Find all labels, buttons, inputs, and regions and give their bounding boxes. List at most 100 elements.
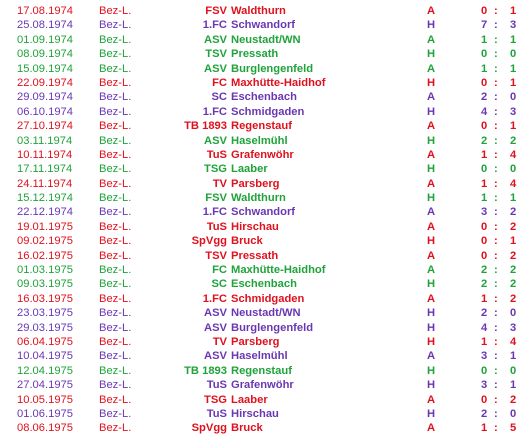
opponent-name: Hirschau — [231, 220, 279, 233]
goals-home: 4 — [481, 321, 488, 334]
club-prefix: 1.FC — [202, 19, 227, 32]
score-separator: : — [494, 33, 498, 46]
opponent-name: Pressath — [231, 249, 279, 262]
goals-home: 0 — [481, 364, 488, 377]
score-separator: : — [494, 192, 498, 205]
match-row: 12.04.1975 Bez-L. TB 1893 Regenstauf H 0:0 — [0, 364, 521, 378]
league-label: Bez-L. — [99, 105, 132, 118]
score-separator: : — [494, 177, 498, 190]
opponent-name: Regenstauf — [231, 364, 292, 377]
goals-home: 1 — [481, 33, 488, 46]
venue-marker: H — [427, 163, 436, 176]
match-date: 06.04.1975 — [17, 335, 73, 348]
score-separator: : — [494, 335, 498, 348]
club-prefix: FC — [212, 76, 227, 89]
league-label: Bez-L. — [99, 422, 132, 435]
match-row: 15.09.1974 Bez-L. ASV Burglengenfeld A 1:1 — [0, 62, 521, 76]
goals-home: 1 — [481, 335, 488, 348]
league-label: Bez-L. — [99, 120, 132, 133]
club-prefix: SpVgg — [191, 422, 227, 435]
goals-home: 2 — [481, 278, 488, 291]
goals-away: 4 — [510, 177, 517, 190]
venue-marker: A — [427, 249, 436, 262]
club-prefix: 1.FC — [202, 105, 227, 118]
goals-away: 1 — [510, 192, 517, 205]
club-prefix: ASV — [203, 33, 227, 46]
venue-marker: A — [427, 33, 436, 46]
league-label: Bez-L. — [99, 148, 132, 161]
match-date: 01.06.1975 — [17, 407, 73, 420]
goals-home: 2 — [481, 264, 488, 277]
match-row: 03.11.1974 Bez-L. ASV Haselmühl H 2:2 — [0, 134, 521, 148]
match-date: 09.02.1975 — [17, 235, 73, 248]
opponent-name: Hirschau — [231, 407, 279, 420]
venue-marker: A — [427, 292, 436, 305]
venue-marker: A — [427, 5, 436, 17]
match-row: 10.05.1975 Bez-L. TSG Laaber A 0:2 — [0, 393, 521, 407]
goals-away: 2 — [510, 264, 517, 277]
score-separator: : — [494, 76, 498, 89]
match-row: 24.11.1974 Bez-L. TV Parsberg A 1:4 — [0, 177, 521, 191]
match-date: 01.03.1975 — [17, 264, 73, 277]
opponent-name: Pressath — [231, 48, 279, 61]
league-label: Bez-L. — [99, 264, 132, 277]
goals-away: 1 — [510, 235, 517, 248]
match-row: 15.12.1974 Bez-L. FSV Waldthurn H 1:1 — [0, 191, 521, 205]
match-row: 01.09.1974 Bez-L. ASV Neustadt/WN A 1:1 — [0, 33, 521, 47]
score-separator: : — [494, 105, 498, 118]
match-date: 27.04.1975 — [17, 379, 73, 392]
score-separator: : — [494, 48, 498, 61]
match-date: 23.03.1975 — [17, 307, 73, 320]
goals-home: 7 — [481, 19, 488, 32]
match-row: 01.06.1975 Bez-L. TuS Hirschau H 2:0 — [0, 407, 521, 421]
goals-home: 0 — [481, 120, 488, 133]
venue-marker: H — [427, 364, 436, 377]
match-date: 03.11.1974 — [17, 134, 73, 147]
match-date: 10.04.1975 — [17, 350, 73, 363]
opponent-name: Schwandorf — [231, 206, 296, 219]
venue-marker: A — [427, 422, 436, 435]
goals-away: 5 — [510, 422, 517, 435]
league-label: Bez-L. — [99, 278, 132, 291]
venue-marker: A — [427, 206, 436, 219]
venue-marker: H — [427, 76, 436, 89]
score-separator: : — [494, 134, 498, 147]
match-row: 09.03.1975 Bez-L. SC Eschenbach H 2:2 — [0, 277, 521, 291]
venue-marker: H — [427, 278, 436, 291]
match-date: 27.10.1974 — [17, 120, 73, 133]
score-separator: : — [494, 264, 498, 277]
goals-home: 1 — [481, 177, 488, 190]
goals-home: 1 — [481, 148, 488, 161]
score-separator: : — [494, 393, 498, 406]
venue-marker: A — [427, 148, 436, 161]
league-label: Bez-L. — [99, 33, 132, 46]
league-label: Bez-L. — [99, 350, 132, 363]
match-date: 06.10.1974 — [17, 105, 73, 118]
match-row: 06.04.1975 Bez-L. TV Parsberg H 1:4 — [0, 335, 521, 349]
match-date: 17.11.1974 — [17, 163, 73, 176]
match-results-table: 17.08.1974 Bez-L. FSV Waldthurn A 0:1 25.08.19… — [0, 4, 521, 436]
score-separator: : — [494, 321, 498, 334]
goals-home: 1 — [481, 62, 488, 75]
venue-marker: H — [427, 407, 436, 420]
goals-home: 3 — [481, 350, 488, 363]
match-row: 27.04.1975 Bez-L. TuS Grafenwöhr H 3:1 — [0, 378, 521, 392]
match-row: 22.12.1974 Bez-L. 1.FC Schwandorf A 3:2 — [0, 205, 521, 219]
goals-home: 0 — [481, 249, 488, 262]
score-separator: : — [494, 278, 498, 291]
goals-home: 0 — [481, 220, 488, 233]
goals-home: 4 — [481, 105, 488, 118]
opponent-name: Burglengenfeld — [231, 62, 314, 75]
goals-home: 0 — [481, 76, 488, 89]
match-row: 17.08.1974 Bez-L. FSV Waldthurn A 0:1 — [0, 4, 521, 18]
match-date: 16.02.1975 — [17, 249, 73, 262]
goals-away: 1 — [510, 379, 517, 392]
venue-marker: A — [427, 91, 436, 104]
goals-home: 0 — [481, 48, 488, 61]
goals-away: 0 — [510, 364, 517, 377]
match-row: 25.08.1974 Bez-L. 1.FC Schwandorf H 7:3 — [0, 18, 521, 32]
match-row: 22.09.1974 Bez-L. FC Maxhütte-Haidhof H 0:1 — [0, 76, 521, 90]
opponent-name: Haselmühl — [231, 350, 288, 363]
match-row: 10.04.1975 Bez-L. ASV Haselmühl A 3:1 — [0, 349, 521, 363]
venue-marker: H — [427, 134, 436, 147]
